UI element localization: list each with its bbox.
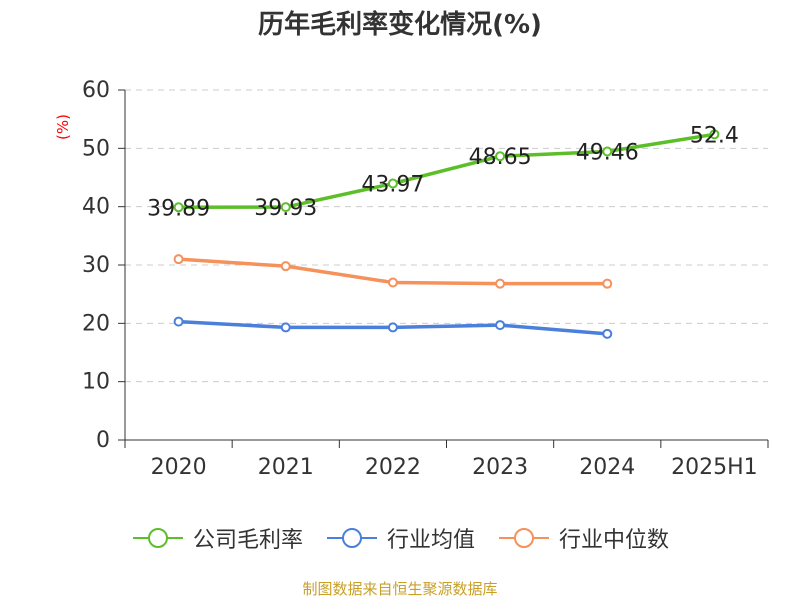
legend-marker-icon xyxy=(132,528,183,548)
data-point xyxy=(495,278,506,289)
data-point xyxy=(709,129,720,140)
data-point xyxy=(602,278,613,289)
legend-item[interactable]: 行业中位数 xyxy=(497,522,669,554)
y-tick-label: 30 xyxy=(82,253,110,278)
y-tick-label: 10 xyxy=(82,370,110,395)
data-point xyxy=(280,322,291,333)
y-tick-label: 50 xyxy=(82,136,110,161)
data-point xyxy=(173,202,184,213)
y-tick-label: 0 xyxy=(96,428,110,453)
y-tick-label: 40 xyxy=(82,195,110,220)
data-label: 39.89 xyxy=(147,196,210,221)
data-point xyxy=(495,151,506,162)
source-note: 制图数据来自恒生聚源数据库 xyxy=(302,580,498,598)
data-point xyxy=(173,316,184,327)
legend-label: 行业中位数 xyxy=(559,528,670,553)
grid-lines xyxy=(125,89,768,383)
series-lines xyxy=(173,129,720,339)
x-tick-label: 2025H1 xyxy=(671,455,758,480)
x-tick-label: 2020 xyxy=(151,455,207,480)
y-tick-label: 60 xyxy=(82,78,110,103)
legend-circle xyxy=(147,528,168,548)
legend-item[interactable]: 行业均值 xyxy=(325,522,475,554)
axes: 0 10 20 30 40 50 60 (%) 2020 2021 2022 2023 2024 2025… xyxy=(54,78,769,480)
chart-title: 历年毛利率变化情况(%) xyxy=(258,10,542,40)
legend-circle xyxy=(341,528,362,548)
data-point xyxy=(280,261,291,272)
data-label: 52.4 xyxy=(690,123,739,148)
data-point xyxy=(602,328,613,339)
legend-label: 公司毛利率 xyxy=(192,528,303,553)
x-tick-label: 2021 xyxy=(258,455,314,480)
data-point xyxy=(387,277,398,288)
data-point xyxy=(387,178,398,189)
y-axis-label: (%) xyxy=(54,114,72,140)
x-tick-label: 2023 xyxy=(472,455,528,480)
data-label: 48.65 xyxy=(469,145,532,170)
legend-marker-icon xyxy=(499,528,549,548)
legend-item[interactable]: 公司毛利率 xyxy=(131,522,303,554)
x-tick-label: 2024 xyxy=(579,455,635,480)
data-point xyxy=(280,202,291,213)
data-labels: 39.89 39.93 43.97 48.65 49.46 52.4 xyxy=(147,123,739,221)
legend-circle xyxy=(514,528,534,548)
x-tick-label: 2022 xyxy=(365,455,421,480)
data-point xyxy=(387,322,398,333)
data-point xyxy=(173,254,184,265)
legend-label: 行业均值 xyxy=(386,528,475,553)
data-point xyxy=(602,146,613,157)
data-label: 49.46 xyxy=(576,140,639,165)
series-line xyxy=(178,132,715,210)
data-label: 39.93 xyxy=(254,196,317,221)
y-tick-label: 20 xyxy=(82,311,110,336)
legend-marker-icon xyxy=(326,528,377,548)
legend: 公司毛利率 行业均值 行业中位数 xyxy=(0,520,800,556)
data-label: 43.97 xyxy=(361,173,424,198)
data-point xyxy=(495,320,506,331)
